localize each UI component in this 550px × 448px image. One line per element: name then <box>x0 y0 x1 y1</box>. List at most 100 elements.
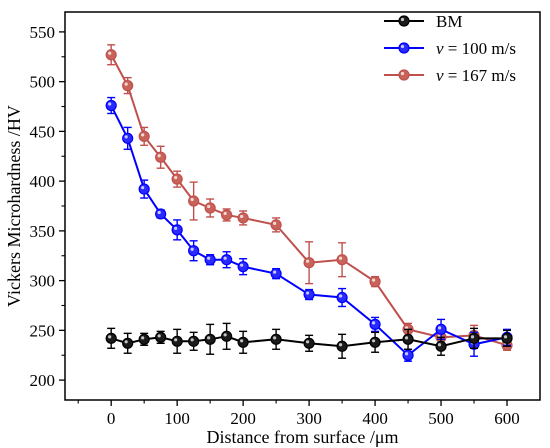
x-axis-label: Distance from surface /μm <box>206 427 398 447</box>
data-point <box>204 254 216 266</box>
legend: BM v = 100 m/s v = 167 m/s <box>384 12 516 85</box>
data-point <box>122 337 134 349</box>
plot-area <box>105 44 513 362</box>
x-axis: 0 100 200 300 400 500 600 <box>77 400 520 428</box>
legend-marker <box>398 15 410 27</box>
y-tick-label: 250 <box>30 321 56 340</box>
data-point <box>171 335 183 347</box>
data-point-highlight <box>223 333 227 337</box>
data-point-highlight <box>190 197 194 202</box>
y-tick-label: 450 <box>30 122 56 141</box>
legend-label: v = 167 m/s <box>436 66 516 85</box>
legend-label: v = 100 m/s <box>436 39 516 58</box>
series-line <box>110 54 508 347</box>
data-point-highlight <box>124 135 128 139</box>
data-point-highlight <box>305 259 310 263</box>
y-tick-label: 300 <box>30 272 56 291</box>
data-point <box>188 195 200 207</box>
data-point-highlight <box>190 247 194 251</box>
data-point <box>237 336 249 348</box>
data-point <box>138 333 150 345</box>
x-tick-label: 300 <box>296 409 322 428</box>
x-tick-label: 100 <box>164 409 190 428</box>
y-tick-label: 400 <box>30 172 56 191</box>
data-point-highlight <box>207 336 211 340</box>
y-tick-label: 500 <box>30 73 56 92</box>
data-point <box>122 80 134 92</box>
data-point-highlight <box>240 214 244 219</box>
data-point-highlight <box>503 335 508 339</box>
y-axis-label: Vickers Microhardness /HV <box>4 105 24 307</box>
data-point-highlight <box>108 51 112 55</box>
data-point-highlight <box>273 336 277 340</box>
y-tick-label: 350 <box>30 222 56 241</box>
data-point <box>336 291 348 304</box>
data-point-highlight <box>207 256 211 260</box>
data-point <box>221 330 233 342</box>
series-1 <box>105 96 513 362</box>
series-2 <box>105 44 513 351</box>
data-point-highlight <box>223 256 227 260</box>
series-line <box>110 105 508 357</box>
data-point <box>501 332 513 344</box>
data-point <box>105 49 117 61</box>
data-point-highlight <box>223 211 227 216</box>
data-point-highlight <box>404 336 409 340</box>
data-point-highlight <box>157 154 161 158</box>
data-point-highlight <box>338 343 343 347</box>
data-point-highlight <box>437 343 442 347</box>
data-point-highlight <box>404 352 409 356</box>
data-point <box>204 333 216 345</box>
data-point <box>237 212 249 224</box>
legend-marker <box>398 42 410 54</box>
legend-marker-highlight <box>400 17 405 22</box>
data-point-highlight <box>371 278 376 282</box>
legend-marker-highlight <box>400 44 405 49</box>
legend-marker <box>398 69 410 81</box>
data-point-highlight <box>124 82 128 86</box>
data-point-highlight <box>174 176 178 180</box>
data-point <box>138 183 150 195</box>
data-point <box>105 332 117 344</box>
data-point <box>105 99 117 112</box>
data-point-highlight <box>141 336 145 340</box>
data-point-highlight <box>273 221 277 226</box>
data-point-highlight <box>338 256 343 260</box>
y-tick-label: 550 <box>30 23 56 42</box>
data-point <box>303 337 315 349</box>
x-tick-label: 500 <box>428 409 454 428</box>
legend-label: BM <box>436 12 462 31</box>
data-point-highlight <box>157 210 161 215</box>
data-point-highlight <box>273 270 277 274</box>
data-point-highlight <box>437 326 442 330</box>
data-point <box>468 332 480 344</box>
data-point-highlight <box>174 226 178 230</box>
data-point-highlight <box>371 321 376 325</box>
data-point <box>138 130 150 142</box>
data-point <box>369 318 381 330</box>
x-tick-label: 600 <box>494 409 520 428</box>
data-point <box>204 202 216 214</box>
data-point <box>435 323 447 335</box>
data-point-highlight <box>124 340 128 344</box>
data-point-highlight <box>108 335 112 339</box>
data-point <box>221 254 233 266</box>
data-point-highlight <box>240 263 244 267</box>
data-point <box>188 335 200 347</box>
y-axis: 200 250 300 350 400 450 500 550 <box>30 23 65 390</box>
data-point-highlight <box>141 185 145 190</box>
x-tick-label: 200 <box>230 409 256 428</box>
data-point <box>270 268 282 280</box>
data-point-highlight <box>371 339 376 343</box>
data-point-highlight <box>470 335 475 339</box>
data-point <box>270 219 282 231</box>
data-point <box>336 254 348 266</box>
x-tick-label: 400 <box>362 409 388 428</box>
data-point <box>270 333 282 345</box>
data-point-highlight <box>305 291 310 295</box>
data-point <box>369 276 381 288</box>
data-point-highlight <box>141 133 145 137</box>
data-point <box>155 151 167 163</box>
data-point-highlight <box>157 334 161 338</box>
